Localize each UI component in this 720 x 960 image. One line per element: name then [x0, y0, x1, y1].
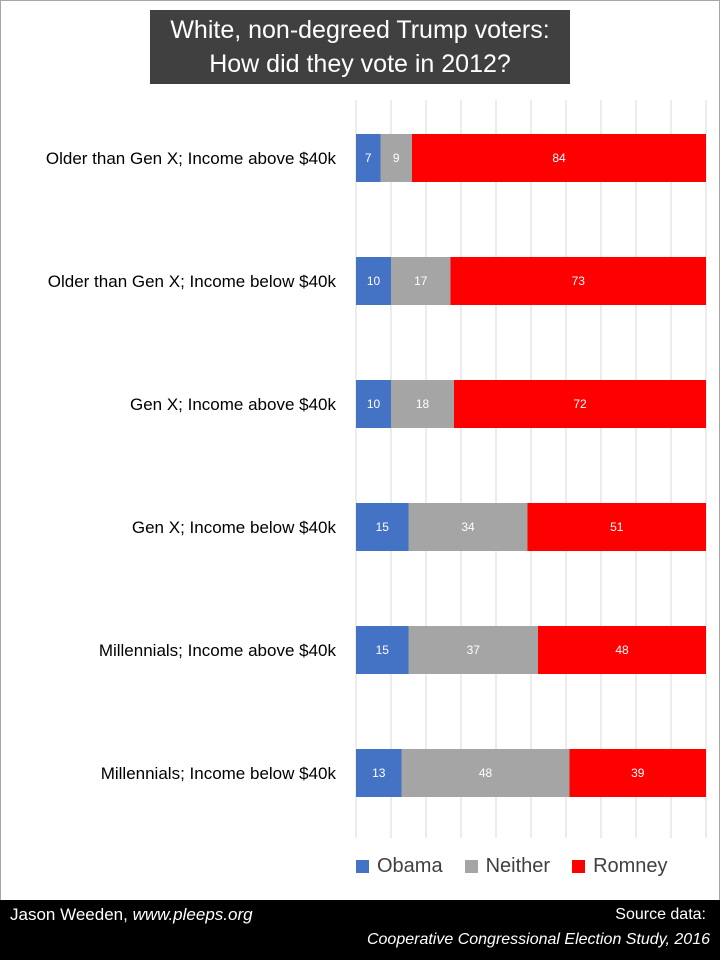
data-label: 48: [615, 643, 629, 657]
author-credit: Jason Weeden, www.pleeps.org: [10, 905, 253, 925]
data-label: 15: [376, 643, 390, 657]
bar-segment-obama: [356, 134, 381, 182]
data-label: 10: [367, 274, 381, 288]
bar-segment-obama: [356, 503, 409, 551]
bar-segment-neither: [391, 380, 454, 428]
chart-legend: Obama Neither Romney: [356, 852, 716, 880]
legend-swatch: [356, 859, 369, 873]
footer-bar: Jason Weeden, www.pleeps.org Source data…: [0, 900, 720, 960]
category-label: Older than Gen X; Income above $40k: [46, 149, 337, 168]
legend-swatch: [464, 859, 478, 873]
data-label: 10: [367, 397, 381, 411]
legend-label: Romney: [593, 854, 668, 877]
data-label: 9: [393, 151, 400, 165]
data-label: 51: [610, 520, 624, 534]
author-url[interactable]: www.pleeps.org: [132, 905, 253, 924]
legend-item-romney: Romney: [572, 854, 668, 878]
bar-segment-neither: [408, 626, 538, 674]
chart-title: White, non-degreed Trump voters: How did…: [150, 10, 570, 84]
data-label: 15: [376, 520, 390, 534]
data-label: 72: [573, 397, 587, 411]
bar-segment-romney: [412, 134, 706, 182]
data-label: 13: [372, 766, 386, 780]
bar-segment-neither: [408, 503, 528, 551]
bar-segment-romney: [454, 380, 706, 428]
stacked-bar-chart: Older than Gen X; Income above $40k 7 9 84 O…: [46, 100, 707, 838]
data-label: 84: [552, 151, 566, 165]
category-label: Millennials; Income above $40k: [99, 641, 337, 660]
data-label: 48: [479, 766, 493, 780]
data-label: 37: [467, 643, 481, 657]
bar-segment-obama: [356, 749, 402, 797]
legend-item-neither: Neither: [464, 854, 551, 878]
bar-segment-romney: [450, 257, 706, 305]
data-label: 34: [461, 520, 475, 534]
data-label: 7: [365, 151, 372, 165]
bar-segment-obama: [356, 626, 409, 674]
bar-segment-neither: [401, 749, 570, 797]
source-label: Source data:: [615, 906, 706, 923]
bar-segment-romney: [569, 749, 706, 797]
bar-segment-neither: [391, 257, 451, 305]
bar-segment-romney: [527, 503, 706, 551]
category-label: Millennials; Income below $40k: [101, 764, 337, 783]
bar-segment-neither: [380, 134, 412, 182]
data-label: 17: [414, 274, 428, 288]
title-line-1: White, non-degreed Trump voters:: [170, 16, 550, 44]
legend-swatch: [572, 859, 586, 873]
data-label: 39: [631, 766, 645, 780]
source-name: Cooperative Congressional Election Study…: [366, 931, 710, 948]
legend-label: Neither: [485, 854, 551, 877]
bar-segment-romney: [538, 626, 706, 674]
category-label: Gen X; Income below $40k: [132, 518, 337, 537]
bar-segment-obama: [356, 380, 391, 428]
author-name: Jason Weeden,: [10, 905, 128, 924]
category-label: Older than Gen X; Income below $40k: [48, 272, 337, 291]
legend-item-obama: Obama: [356, 855, 443, 878]
legend-label: Obama: [377, 854, 443, 877]
title-line-2: How did they vote in 2012?: [209, 50, 511, 78]
data-label: 73: [572, 274, 586, 288]
bar-segment-obama: [356, 257, 391, 305]
category-label: Gen X; Income above $40k: [130, 395, 337, 414]
data-label: 18: [416, 397, 430, 411]
